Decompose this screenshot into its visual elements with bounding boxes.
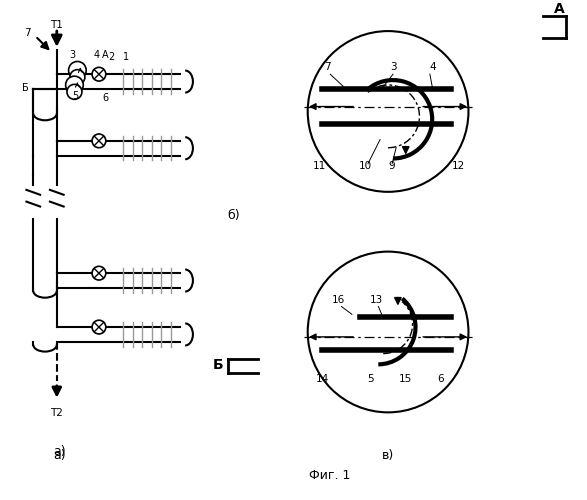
Text: Т2: Т2 [50,408,63,418]
Text: 16: 16 [332,294,345,304]
Text: 3: 3 [390,62,396,72]
Text: 10: 10 [359,162,372,172]
Text: Б: Б [22,83,28,93]
Text: 1: 1 [123,52,130,62]
Text: а): а) [53,450,66,462]
Text: 5: 5 [72,90,79,101]
Text: 14: 14 [316,374,329,384]
Circle shape [92,266,106,280]
Circle shape [69,62,86,79]
Circle shape [92,320,106,334]
Text: А: А [554,2,565,16]
Text: а): а) [53,444,66,458]
Text: в): в) [382,450,394,462]
Text: 7: 7 [325,62,331,72]
Text: 6: 6 [102,92,108,102]
Text: 13: 13 [369,294,383,304]
Text: б): б) [227,210,239,222]
Text: 12: 12 [452,162,465,172]
Text: 7: 7 [24,28,31,38]
Text: 9: 9 [389,162,396,172]
Text: 4: 4 [429,62,436,72]
Circle shape [66,76,83,94]
Text: 4: 4 [94,50,100,59]
Text: 11: 11 [313,162,326,172]
Text: 3: 3 [69,50,76,59]
Text: 2: 2 [109,52,115,62]
Text: Б: Б [213,358,224,372]
Circle shape [92,68,106,81]
Text: Фиг. 1: Фиг. 1 [309,469,350,482]
Text: 6: 6 [437,374,444,384]
Text: 15: 15 [399,374,413,384]
Text: 5: 5 [367,374,374,384]
Text: А: А [102,50,109,59]
Circle shape [92,134,106,147]
Circle shape [70,70,85,84]
Circle shape [67,84,82,100]
Text: Т1: Т1 [50,20,63,30]
